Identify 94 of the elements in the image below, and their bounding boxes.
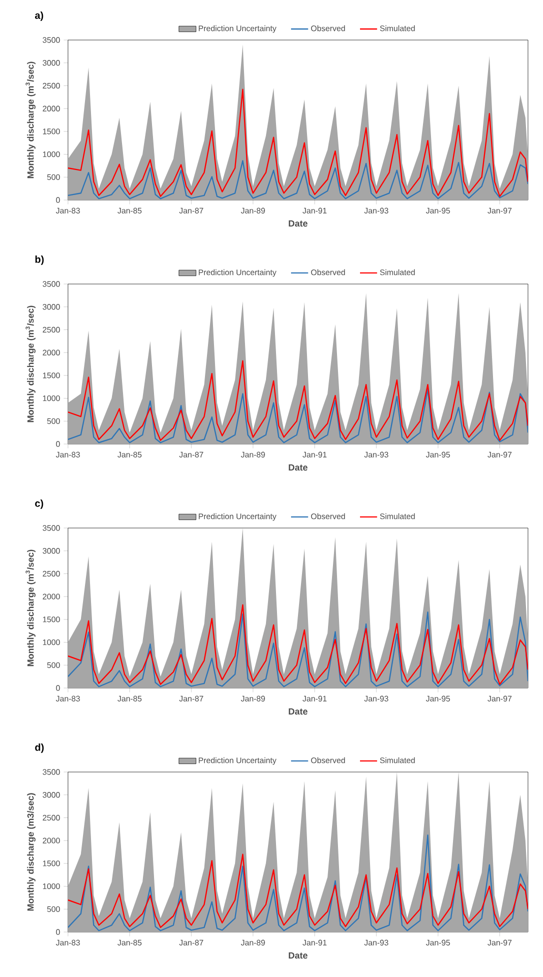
line-series — [68, 160, 528, 200]
line-series — [68, 388, 528, 444]
y-tick-label: 2000 — [42, 594, 60, 600]
legend-label: Observed — [311, 513, 345, 520]
x-tick-label: Jan-89 — [240, 940, 265, 946]
y-tick-label: 3500 — [42, 37, 60, 43]
line-series — [68, 834, 528, 932]
chart-title: a) — [35, 12, 44, 21]
x-tick-label: Jan-93 — [364, 696, 388, 702]
y-tick-label: 1000 — [43, 639, 60, 646]
legend-label: Prediction Uncertainty — [198, 513, 276, 521]
x-tick-label: Jan-89 — [240, 452, 265, 458]
x-axis-title: Date — [288, 220, 308, 227]
legend-label: Simulated — [380, 25, 415, 32]
y-tick-label: 1500 — [43, 372, 60, 378]
y-tick-label: 3000 — [42, 548, 60, 554]
x-axis-title: Date — [288, 708, 308, 715]
y-tick-label: 3500 — [42, 525, 60, 531]
x-tick-label: Jan-89 — [240, 208, 265, 214]
x-tick-label: Jan-97 — [488, 452, 512, 458]
x-tick-label: Jan-93 — [364, 940, 388, 946]
chart-title: c) — [35, 500, 44, 509]
y-tick-label: 3000 — [42, 60, 60, 66]
x-tick-label: Jan-91 — [302, 452, 327, 458]
y-tick-label: 1500 — [43, 860, 60, 866]
x-tick-label: Jan-87 — [179, 208, 204, 214]
y-axis-title: Monthly discharge (m3/sec) — [27, 793, 36, 911]
y-tick-label: 3500 — [42, 769, 60, 775]
y-tick-label: 500 — [47, 418, 60, 424]
y-tick-label: 2000 — [42, 838, 60, 844]
x-tick-label: Jan-83 — [56, 208, 80, 214]
x-tick-label: Jan-89 — [240, 696, 265, 702]
x-axis-title: Date — [288, 952, 308, 959]
x-tick-label: Jan-87 — [179, 452, 204, 458]
y-axis-title: Monthly discharge (m$^{3}$/sec) — [26, 62, 36, 178]
y-tick-label: 500 — [47, 906, 60, 912]
y-axis-title: Monthly discharge (m$^{3}$/sec) — [26, 306, 36, 422]
y-tick-label: 2500 — [42, 82, 60, 89]
y-tick-label: 1000 — [43, 395, 60, 402]
y-tick-label: 2000 — [42, 350, 60, 356]
y-tick-label: 0 — [56, 929, 60, 935]
legend-label: Observed — [311, 269, 345, 276]
y-tick-label: 2500 — [42, 570, 60, 577]
x-tick-label: Jan-91 — [302, 940, 327, 946]
y-tick-label: 2000 — [42, 106, 60, 112]
x-tick-label: Jan-95 — [426, 696, 450, 702]
y-tick-label: 0 — [56, 685, 60, 691]
y-tick-label: 2500 — [42, 814, 60, 821]
legend-label: Simulated — [380, 513, 415, 520]
x-tick-label: Jan-85 — [118, 208, 142, 214]
legend-label: Simulated — [380, 757, 415, 764]
x-tick-label: Jan-95 — [426, 940, 450, 946]
legend-label: Prediction Uncertainty — [198, 25, 276, 33]
x-tick-label: Jan-85 — [118, 696, 142, 702]
y-tick-label: 500 — [47, 662, 60, 668]
legend-label: Prediction Uncertainty — [198, 757, 276, 765]
x-tick-label: Jan-95 — [426, 452, 450, 458]
x-axis-title: Date — [288, 464, 308, 471]
x-tick-label: Jan-83 — [56, 696, 80, 702]
chart-title: d) — [35, 744, 44, 753]
y-tick-label: 500 — [47, 174, 60, 180]
y-tick-label: 1000 — [43, 883, 60, 890]
chart-title: b) — [35, 256, 44, 265]
x-tick-label: Jan-97 — [488, 940, 512, 946]
x-tick-label: Jan-83 — [56, 940, 80, 946]
y-tick-label: 3000 — [42, 792, 60, 798]
x-tick-label: Jan-97 — [488, 208, 512, 214]
x-tick-label: Jan-83 — [56, 452, 80, 458]
x-tick-label: Jan-85 — [118, 940, 142, 946]
line-series — [68, 360, 528, 441]
legend-label: Observed — [311, 25, 345, 32]
y-tick-label: 0 — [56, 441, 60, 447]
legend-label: Observed — [311, 757, 345, 764]
y-tick-label: 1500 — [43, 128, 60, 134]
x-tick-label: Jan-91 — [302, 208, 327, 214]
y-tick-label: 3500 — [42, 281, 60, 287]
x-tick-label: Jan-95 — [426, 208, 450, 214]
x-tick-label: Jan-93 — [364, 208, 388, 214]
y-tick-label: 3000 — [42, 304, 60, 310]
legend-label: Simulated — [380, 269, 415, 276]
x-tick-label: Jan-97 — [488, 696, 512, 702]
line-series — [68, 854, 528, 928]
y-tick-label: 2500 — [42, 326, 60, 333]
x-tick-label: Jan-93 — [364, 452, 388, 458]
y-axis-title: Monthly discharge (m$^{3}$/sec) — [26, 550, 36, 666]
x-tick-label: Jan-85 — [118, 452, 142, 458]
y-tick-label: 1000 — [43, 151, 60, 158]
x-tick-label: Jan-91 — [302, 696, 327, 702]
legend-label: Prediction Uncertainty — [198, 269, 276, 277]
line-series — [68, 88, 528, 197]
y-tick-label: 1500 — [43, 616, 60, 622]
x-tick-label: Jan-87 — [179, 940, 204, 946]
x-tick-label: Jan-87 — [179, 696, 204, 702]
y-tick-label: 0 — [56, 197, 60, 203]
